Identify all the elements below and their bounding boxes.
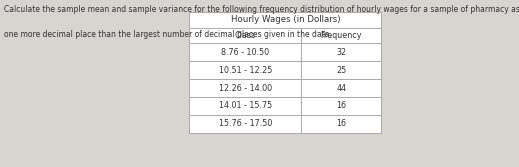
Text: one more decimal place than the largest number of decimal places given in the da: one more decimal place than the largest … [4,30,332,39]
Text: 15.76 - 17.50: 15.76 - 17.50 [218,119,272,128]
Bar [189,61,381,79]
Text: 8.76 - 10.50: 8.76 - 10.50 [221,48,269,57]
Bar [189,115,381,133]
Bar [189,28,381,43]
Text: Calculate the sample mean and sample variance for the following frequency distri: Calculate the sample mean and sample var… [4,5,519,14]
Text: 16: 16 [336,119,346,128]
Text: 10.51 - 12.25: 10.51 - 12.25 [218,66,272,75]
Text: 25: 25 [336,66,346,75]
Text: Class: Class [235,31,256,40]
Bar [189,12,381,28]
Text: 12.26 - 14.00: 12.26 - 14.00 [218,84,272,93]
Bar [189,12,381,133]
Text: 14.01 - 15.75: 14.01 - 15.75 [218,102,272,110]
Text: Frequency: Frequency [321,31,362,40]
Bar [189,43,381,61]
Bar [189,97,381,115]
Text: 44: 44 [336,84,346,93]
Text: Hourly Wages (in Dollars): Hourly Wages (in Dollars) [231,15,340,24]
Bar [189,79,381,97]
Text: 32: 32 [336,48,346,57]
Text: 16: 16 [336,102,346,110]
